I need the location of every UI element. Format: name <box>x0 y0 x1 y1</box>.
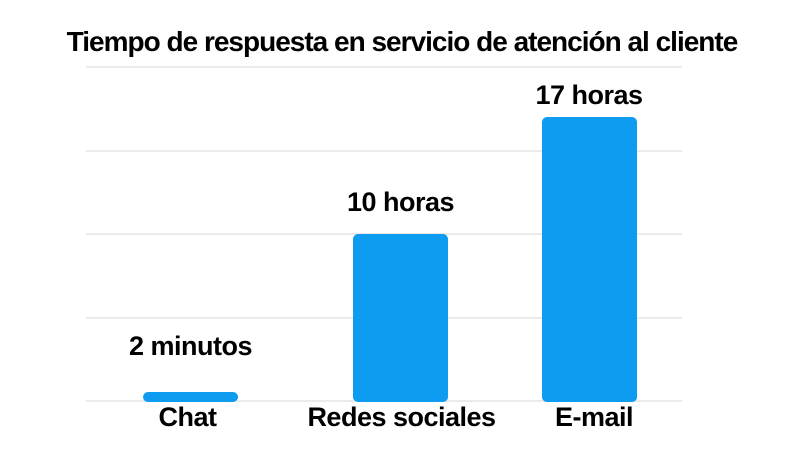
bar-chat <box>143 392 238 402</box>
category-label-chat: Chat <box>158 402 218 432</box>
category-label-redes-sociales: Redes sociales <box>307 402 496 432</box>
value-label-redes-sociales: 10 horas <box>346 187 455 217</box>
gridline-15-horas <box>86 150 682 152</box>
gridline-20-horas <box>86 66 682 68</box>
bar-e-mail <box>541 117 637 402</box>
value-label-e-mail: 17 horas <box>535 80 643 110</box>
chart-title: Tiempo de respuesta en servicio de atenc… <box>66 26 739 57</box>
bar-redes-sociales <box>353 234 448 402</box>
category-label-e-mail: E-mail <box>554 402 634 432</box>
value-label-chat: 2 minutos <box>128 331 253 361</box>
